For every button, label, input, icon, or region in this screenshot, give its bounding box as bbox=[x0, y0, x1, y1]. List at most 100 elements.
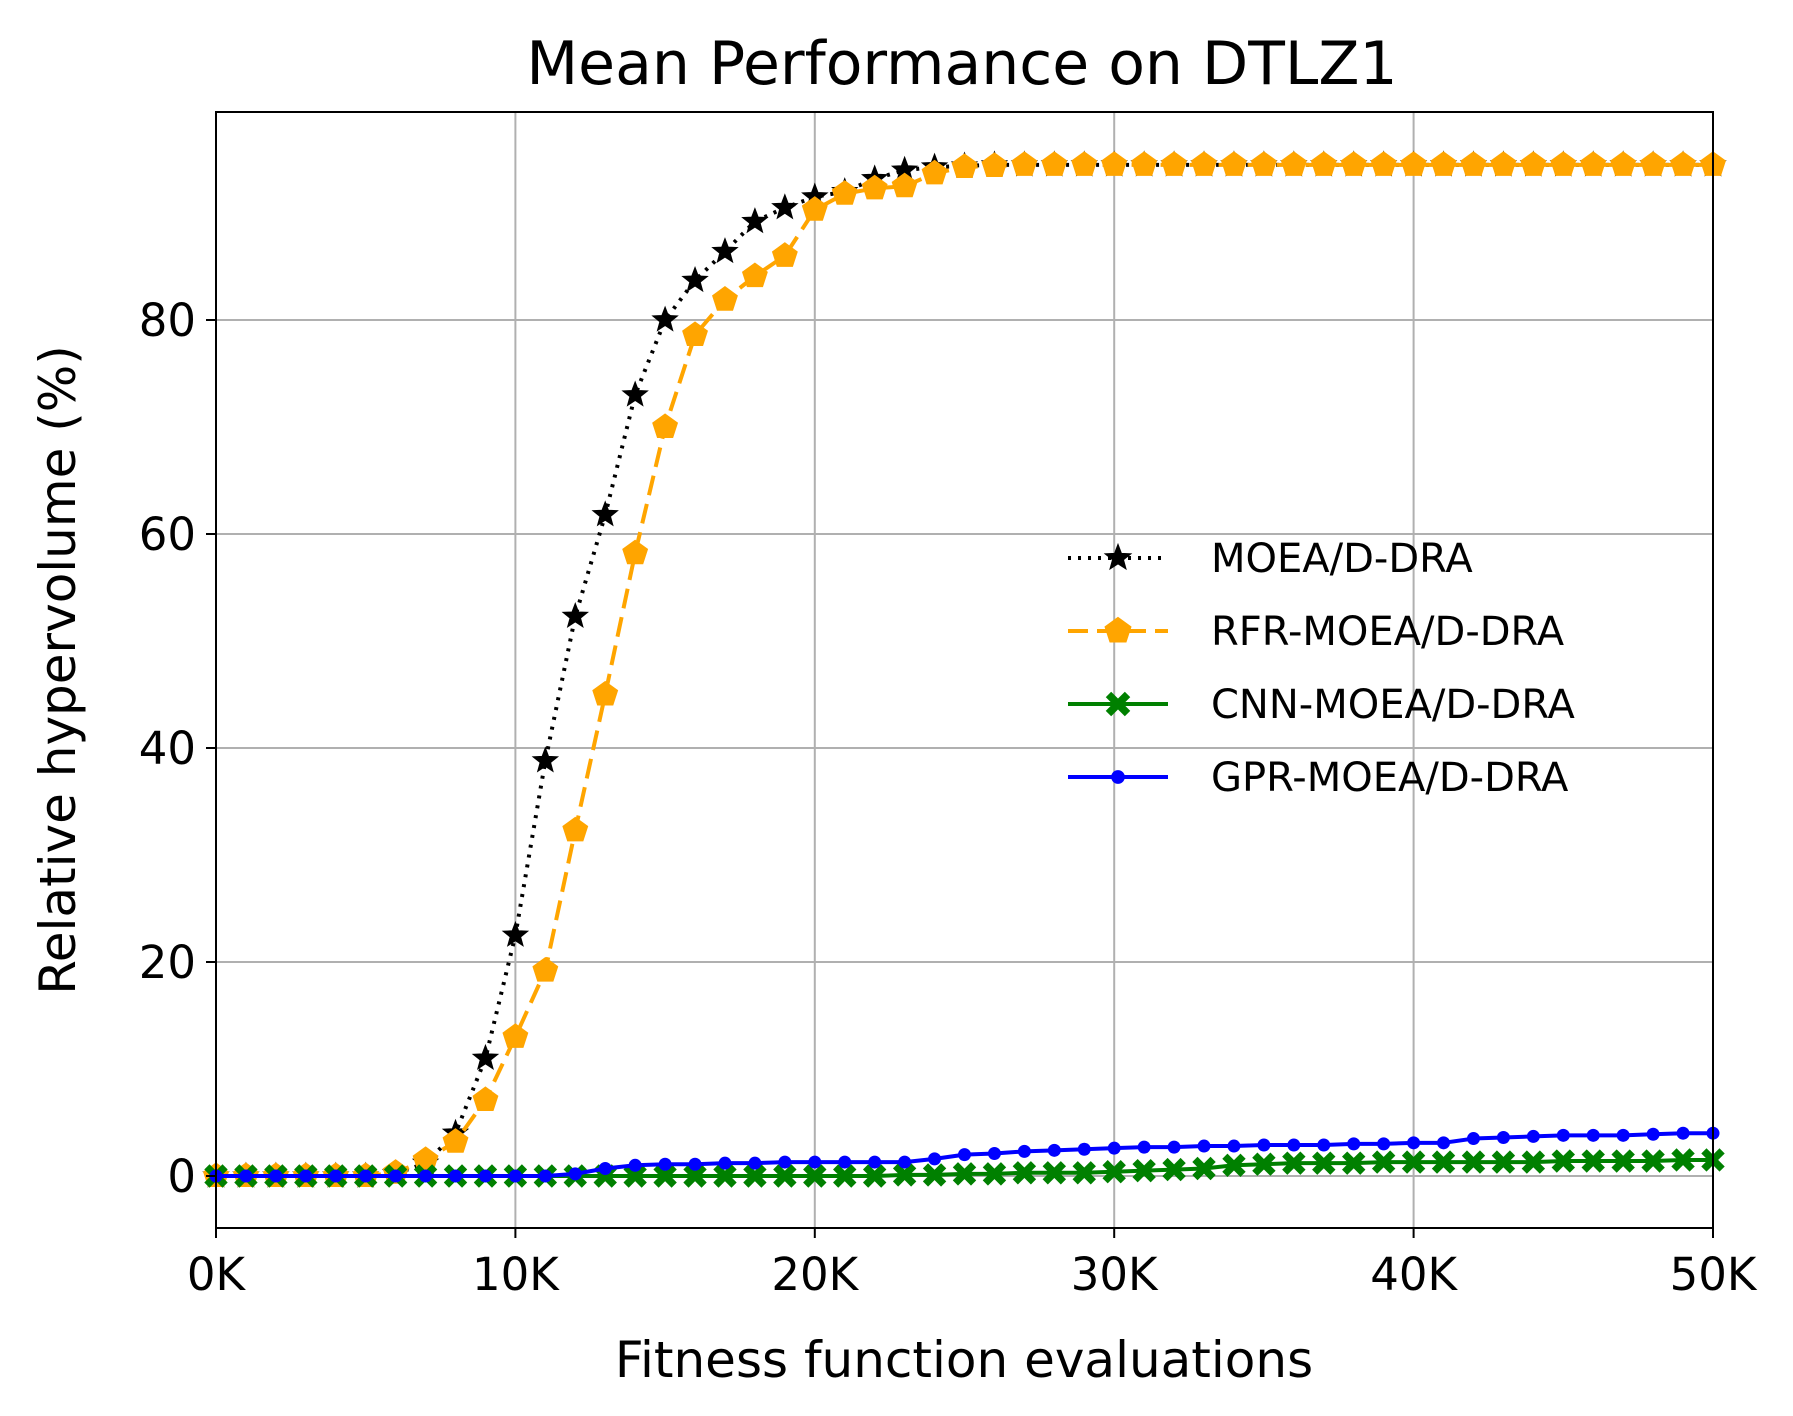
grid bbox=[215, 112, 1714, 1228]
data-point bbox=[1312, 1151, 1336, 1175]
legend-item: CNN-MOEA/D-DRA bbox=[1068, 682, 1576, 728]
data-point bbox=[561, 601, 589, 629]
data-point bbox=[532, 956, 559, 982]
data-point bbox=[592, 680, 619, 706]
data-point bbox=[329, 1169, 343, 1183]
data-point bbox=[1342, 1151, 1366, 1175]
data-point bbox=[982, 1162, 1007, 1186]
data-point bbox=[1222, 1153, 1246, 1178]
series-line bbox=[216, 162, 1713, 1178]
data-point bbox=[1102, 1160, 1126, 1184]
data-point bbox=[1161, 151, 1188, 176]
y-tick-label: 60 bbox=[139, 508, 196, 561]
data-point bbox=[508, 1169, 522, 1183]
data-point bbox=[861, 174, 888, 200]
data-point bbox=[741, 207, 769, 234]
data-point bbox=[651, 305, 679, 332]
data-point bbox=[1192, 1156, 1216, 1181]
data-point bbox=[502, 1023, 529, 1048]
data-point bbox=[1077, 1142, 1091, 1156]
data-point bbox=[1257, 1138, 1271, 1152]
data-point bbox=[1431, 1150, 1456, 1174]
data-point bbox=[683, 1164, 707, 1188]
data-point bbox=[1646, 1127, 1660, 1141]
series-layer bbox=[202, 150, 1727, 1188]
data-point bbox=[622, 539, 649, 565]
legend: MOEA/D-DRA RFR-MOEA/D-DRA CNN-MOEA/D-DRA GP… bbox=[1068, 536, 1576, 801]
data-point bbox=[359, 1169, 373, 1183]
data-point bbox=[621, 380, 649, 407]
data-point bbox=[653, 1164, 677, 1188]
data-point bbox=[1377, 1137, 1391, 1151]
data-point bbox=[538, 1169, 552, 1183]
data-point bbox=[682, 321, 708, 346]
data-point bbox=[771, 242, 798, 267]
x-axis-label: Fitness function evaluations bbox=[615, 1331, 1313, 1389]
y-axis: 0 20 40 60 80 bbox=[139, 294, 216, 1203]
data-point bbox=[1466, 1132, 1480, 1146]
series-line bbox=[216, 162, 1713, 1178]
data-point bbox=[1072, 1161, 1096, 1185]
data-point bbox=[1252, 1152, 1276, 1176]
data-point bbox=[891, 172, 918, 198]
chart-title: Mean Performance on DTLZ1 bbox=[526, 29, 1397, 99]
data-point bbox=[1491, 1150, 1516, 1174]
data-point bbox=[1490, 151, 1517, 176]
data-point bbox=[681, 265, 709, 293]
y-tick-label: 80 bbox=[139, 294, 196, 347]
data-point bbox=[1131, 151, 1158, 176]
data-point bbox=[1430, 151, 1457, 176]
x-axis: 0K 10K 20K 30K 40K 50K bbox=[187, 1228, 1758, 1301]
y-tick-label: 40 bbox=[139, 722, 196, 775]
data-point bbox=[711, 237, 739, 264]
legend-marker bbox=[1111, 770, 1125, 784]
y-tick-label: 20 bbox=[139, 936, 196, 989]
data-point bbox=[1280, 151, 1307, 176]
data-point bbox=[628, 1158, 642, 1172]
data-point bbox=[713, 1164, 737, 1188]
data-point bbox=[951, 153, 978, 179]
data-point bbox=[1287, 1138, 1301, 1152]
data-point bbox=[778, 1155, 792, 1169]
data-point bbox=[1191, 151, 1217, 176]
data-point bbox=[838, 1155, 852, 1169]
data-point bbox=[808, 1155, 822, 1169]
data-point bbox=[898, 1155, 912, 1169]
series-rfr-moea-d-dra bbox=[203, 151, 1726, 1188]
data-point bbox=[987, 1147, 1001, 1161]
data-point bbox=[299, 1169, 313, 1183]
data-point bbox=[771, 193, 799, 220]
data-point bbox=[803, 1164, 827, 1188]
legend-label: CNN-MOEA/D-DRA bbox=[1211, 682, 1576, 728]
data-point bbox=[1221, 151, 1247, 176]
data-point bbox=[1611, 1149, 1635, 1173]
data-point bbox=[1671, 1148, 1695, 1172]
y-tick-label: 0 bbox=[167, 1150, 196, 1203]
data-point bbox=[419, 1169, 433, 1183]
data-point bbox=[1250, 151, 1277, 176]
data-point bbox=[1041, 151, 1068, 176]
legend-label: MOEA/D-DRA bbox=[1211, 536, 1473, 582]
x-tick-label: 50K bbox=[1670, 1248, 1758, 1301]
data-point bbox=[743, 1164, 767, 1188]
data-point bbox=[1610, 151, 1637, 176]
data-point bbox=[1400, 151, 1427, 176]
data-point bbox=[652, 413, 679, 439]
data-point bbox=[688, 1157, 702, 1171]
data-point bbox=[1047, 1143, 1061, 1157]
data-point bbox=[442, 1128, 469, 1153]
data-point bbox=[1347, 1137, 1361, 1151]
data-point bbox=[598, 1162, 612, 1176]
data-point bbox=[922, 1163, 947, 1187]
legend-marker bbox=[1104, 616, 1132, 643]
data-point bbox=[1401, 1150, 1426, 1174]
data-point bbox=[1310, 151, 1337, 176]
data-point bbox=[773, 1164, 797, 1188]
series-gpr-moea-d-dra bbox=[209, 1126, 1720, 1183]
data-point bbox=[958, 1148, 971, 1162]
data-point bbox=[1526, 1129, 1540, 1143]
data-point bbox=[1012, 1161, 1037, 1185]
data-point bbox=[1460, 151, 1487, 176]
data-point bbox=[928, 1152, 942, 1166]
data-point bbox=[1496, 1130, 1510, 1144]
